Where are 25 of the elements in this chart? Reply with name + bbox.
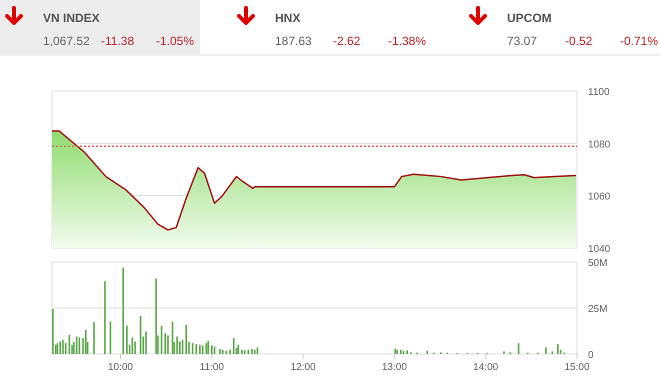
text: VN INDEX [43,11,100,25]
text: -11.38 [101,34,134,48]
y-tick-label: 25M [588,304,608,315]
x-tick-label: 11:00 [200,362,224,373]
y-tick-label: 1080 [588,139,611,150]
text: HNX [275,11,300,25]
y-tick-label: 1100 [588,87,610,98]
y-tick-label: 0 [588,350,594,361]
x-tick-label: 13:00 [382,362,408,373]
text: 1,067.52 [43,34,90,48]
x-tick-label: 10:00 [108,362,134,373]
x-tick-label: 12:00 [290,362,316,373]
y-tick-label: 50M [588,258,608,269]
x-tick-label: 15:00 [564,362,590,373]
text: -1.38% [388,34,426,48]
text: 73.07 [507,34,538,48]
text: 187.63 [275,34,312,48]
text: -0.52 [565,34,593,48]
text: -1.05% [156,34,194,48]
y-tick-label: 1060 [588,192,611,203]
text: -2.62 [333,34,361,48]
y-tick-label: 1040 [588,244,611,255]
x-tick-label: 14:00 [473,362,499,373]
text: UPCOM [507,11,552,25]
text: -0.71% [620,34,658,48]
